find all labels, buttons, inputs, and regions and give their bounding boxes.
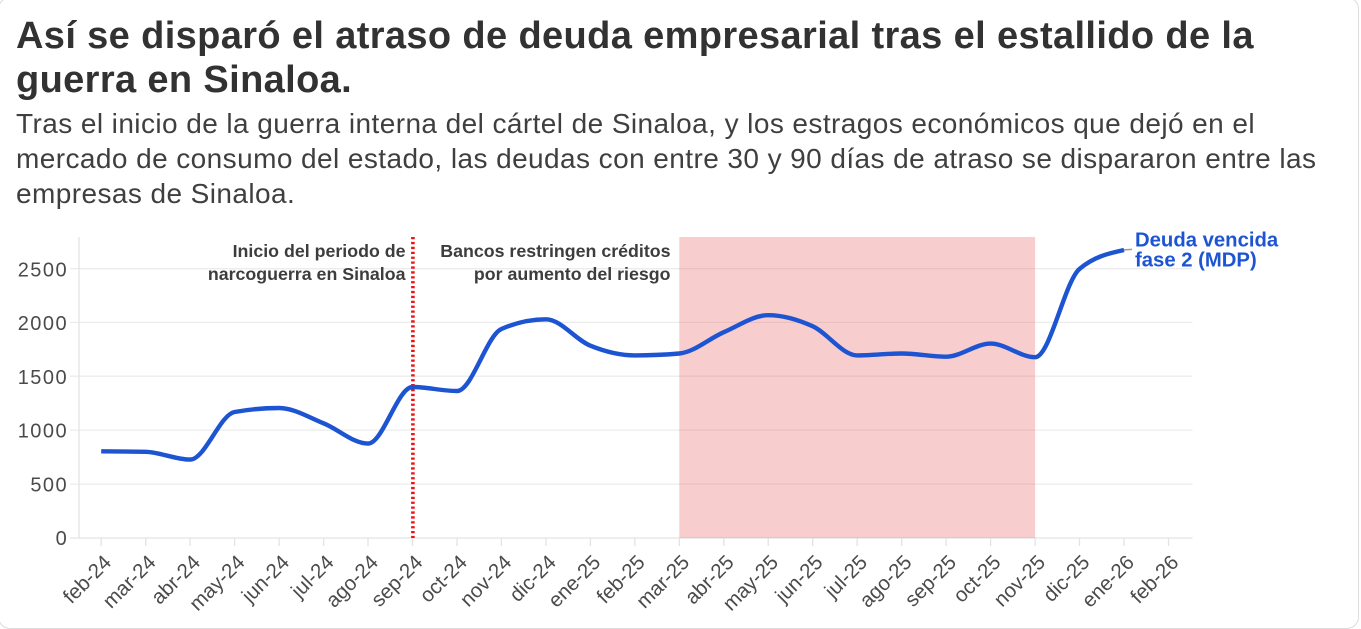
svg-text:Inicio del periodo de: Inicio del periodo de bbox=[233, 241, 406, 261]
svg-text:narcoguerra en Sinaloa: narcoguerra en Sinaloa bbox=[208, 264, 406, 284]
svg-text:jun-24: jun-24 bbox=[237, 551, 294, 608]
svg-text:jun-25: jun-25 bbox=[770, 551, 827, 608]
svg-text:1000: 1000 bbox=[18, 421, 69, 443]
svg-text:feb-26: feb-26 bbox=[1126, 551, 1183, 608]
svg-text:por aumento del riesgo: por aumento del riesgo bbox=[474, 264, 671, 284]
svg-text:0: 0 bbox=[56, 528, 69, 550]
svg-text:2500: 2500 bbox=[18, 259, 69, 281]
svg-text:nov-25: nov-25 bbox=[989, 551, 1050, 612]
svg-text:1500: 1500 bbox=[18, 367, 69, 389]
svg-text:sep-24: sep-24 bbox=[367, 551, 428, 612]
svg-text:sep-25: sep-25 bbox=[900, 551, 961, 612]
svg-text:fase 2 (MDP): fase 2 (MDP) bbox=[1135, 249, 1257, 271]
svg-text:nov-24: nov-24 bbox=[456, 551, 517, 612]
svg-text:Deuda vencida: Deuda vencida bbox=[1135, 230, 1279, 252]
svg-text:500: 500 bbox=[30, 474, 68, 496]
svg-text:2000: 2000 bbox=[18, 313, 69, 335]
svg-text:Bancos restringen créditos: Bancos restringen créditos bbox=[440, 241, 670, 261]
